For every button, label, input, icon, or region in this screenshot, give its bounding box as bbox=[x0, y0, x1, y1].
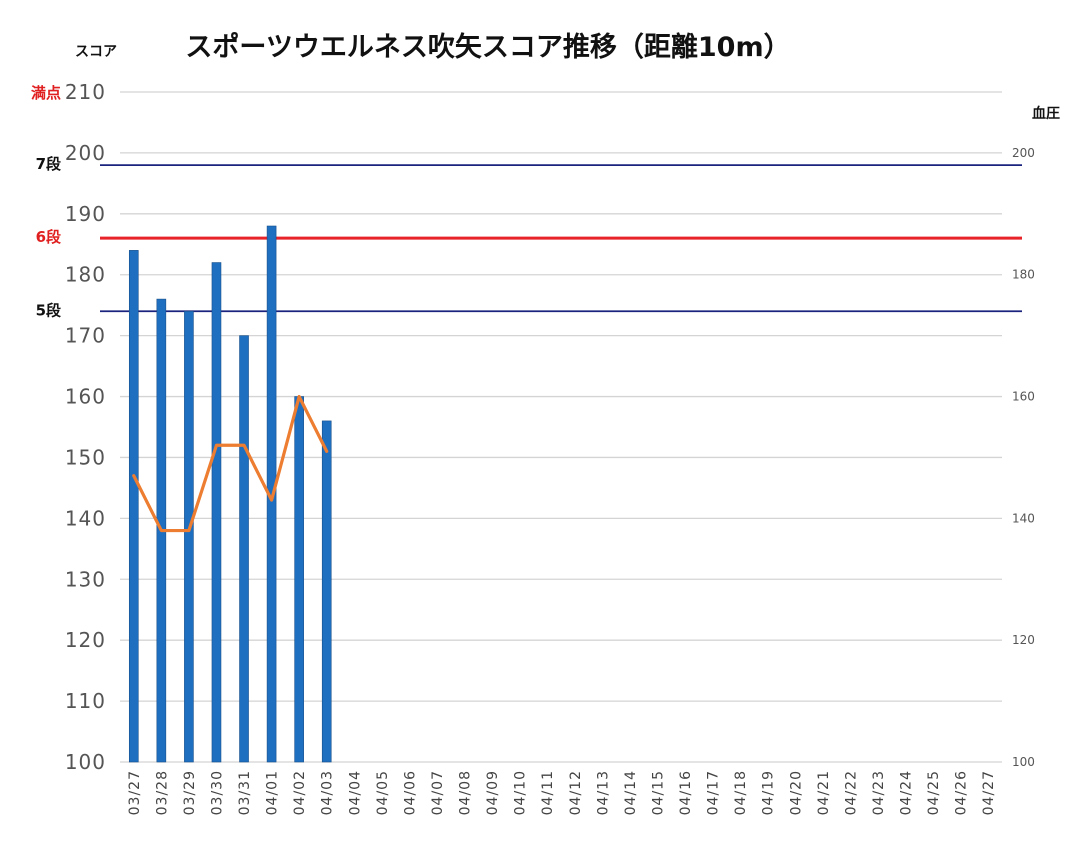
y2-axis-ticks: 100 120 140 160 180 200 bbox=[1012, 146, 1035, 769]
x-tick-label: 04/06 bbox=[402, 770, 418, 815]
x-tick-label: 04/05 bbox=[375, 770, 391, 815]
x-tick-label: 04/10 bbox=[513, 770, 529, 815]
y-tick-label: 200 bbox=[65, 141, 106, 165]
y2-tick-label: 180 bbox=[1012, 268, 1035, 282]
x-tick-label: 04/09 bbox=[485, 770, 501, 815]
y-tick-label: 190 bbox=[65, 202, 106, 226]
x-axis-ticks: 03/27 03/28 03/29 03/30 03/31 04/01 04/02 04/03… bbox=[127, 770, 997, 815]
x-tick-label: 04/17 bbox=[706, 770, 722, 815]
x-tick-label: 03/27 bbox=[127, 770, 143, 815]
y-axis-title: スコア bbox=[75, 44, 117, 60]
line-series-path bbox=[132, 394, 329, 533]
reference-label: 6段 bbox=[36, 228, 61, 246]
x-tick-label: 04/19 bbox=[761, 770, 777, 815]
x-tick-label: 04/03 bbox=[320, 770, 336, 815]
bar bbox=[184, 310, 194, 763]
bar bbox=[321, 420, 332, 763]
x-tick-label: 04/20 bbox=[788, 770, 804, 815]
x-tick-label: 04/02 bbox=[292, 770, 308, 815]
x-tick-label: 04/25 bbox=[926, 770, 942, 815]
x-tick-label: 04/01 bbox=[265, 770, 281, 815]
x-tick-label: 04/12 bbox=[568, 770, 584, 815]
x-tick-label: 04/22 bbox=[843, 770, 859, 815]
x-tick-label: 04/13 bbox=[595, 770, 611, 815]
bar bbox=[294, 396, 304, 763]
y-axis-ticks: 100 110 120 130 140 150 160 170 180 190 200 210 bbox=[65, 80, 106, 774]
y-tick-label: 130 bbox=[65, 567, 106, 591]
chart-title: スポーツウエルネス吹矢スコア推移（距離10m） bbox=[185, 31, 790, 63]
y-tick-label: 210 bbox=[65, 80, 106, 104]
y-tick-label: 150 bbox=[65, 445, 106, 469]
line-series bbox=[132, 394, 329, 533]
bar bbox=[211, 262, 222, 763]
x-tick-label: 04/21 bbox=[816, 770, 832, 815]
x-tick-label: 04/07 bbox=[430, 770, 446, 815]
x-tick-label: 03/31 bbox=[237, 770, 253, 815]
x-tick-label: 04/11 bbox=[540, 770, 556, 815]
bar-series bbox=[128, 225, 332, 763]
gridlines bbox=[120, 91, 1002, 763]
bar bbox=[239, 335, 249, 763]
y2-tick-label: 120 bbox=[1012, 633, 1035, 647]
x-tick-label: 04/26 bbox=[954, 770, 970, 815]
reference-label: 5段 bbox=[36, 301, 61, 319]
reference-label: 7段 bbox=[36, 155, 61, 173]
x-tick-label: 04/18 bbox=[733, 770, 749, 815]
y-tick-label: 120 bbox=[65, 628, 106, 652]
y2-tick-label: 200 bbox=[1012, 146, 1035, 160]
reference-label: 満点 bbox=[31, 84, 61, 102]
x-tick-label: 04/24 bbox=[899, 770, 915, 815]
bar bbox=[128, 250, 139, 763]
x-tick-label: 03/30 bbox=[209, 770, 225, 815]
y-tick-label: 170 bbox=[65, 324, 106, 348]
y2-tick-label: 140 bbox=[1012, 511, 1035, 525]
x-tick-label: 04/23 bbox=[871, 770, 887, 815]
x-tick-label: 04/08 bbox=[458, 770, 474, 815]
x-tick-label: 04/15 bbox=[650, 770, 666, 815]
reference-lines: 満点 7段 6段 5段 bbox=[31, 84, 1022, 319]
y-tick-label: 100 bbox=[65, 750, 106, 774]
y2-tick-label: 160 bbox=[1012, 390, 1035, 404]
y-tick-label: 110 bbox=[65, 689, 106, 713]
y-tick-label: 160 bbox=[65, 385, 106, 409]
x-tick-label: 04/14 bbox=[623, 770, 639, 815]
y2-tick-label: 100 bbox=[1012, 755, 1035, 769]
y-tick-label: 180 bbox=[65, 263, 106, 287]
x-tick-label: 04/16 bbox=[678, 770, 694, 815]
x-tick-label: 03/28 bbox=[154, 770, 170, 815]
x-tick-label: 04/04 bbox=[347, 770, 363, 815]
x-tick-label: 04/27 bbox=[981, 770, 997, 815]
x-tick-label: 03/29 bbox=[182, 770, 198, 815]
y-tick-label: 140 bbox=[65, 506, 106, 530]
y2-axis-title: 血圧 bbox=[1032, 105, 1060, 122]
